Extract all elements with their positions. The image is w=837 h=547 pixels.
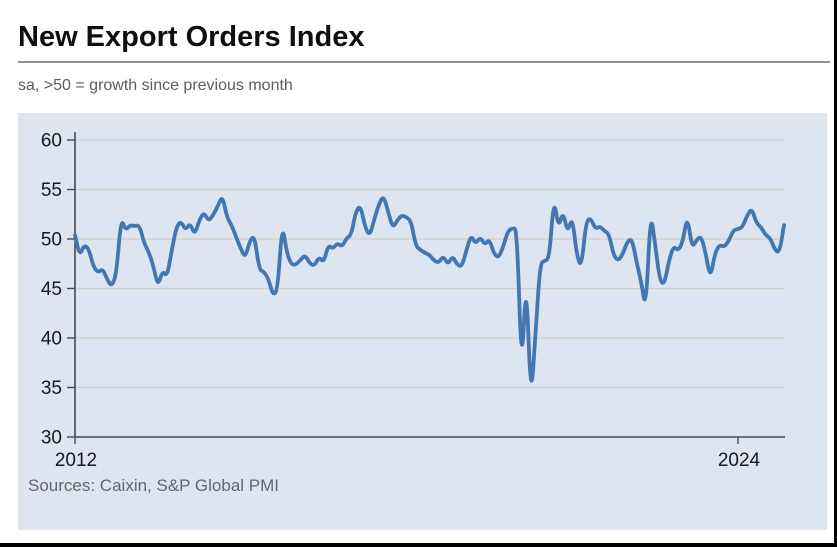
page-title: New Export Orders Index xyxy=(18,21,365,54)
right-border xyxy=(834,0,837,547)
y-tick-label-30: 30 xyxy=(41,428,62,449)
title-divider xyxy=(18,61,830,63)
x-tick-label-2024: 2024 xyxy=(718,450,761,471)
x-tick-label-2012: 2012 xyxy=(55,450,97,471)
source-note: Sources: Caixin, S&P Global PMI xyxy=(28,476,280,495)
chart-svg: 30 35 40 45 50 55 60 2012 2024 xyxy=(41,131,786,471)
y-tick-label-50: 50 xyxy=(41,230,62,251)
y-tick-label-55: 55 xyxy=(41,180,62,201)
y-tick-label-40: 40 xyxy=(41,329,62,350)
bottom-border xyxy=(0,543,837,547)
y-tick-label-60: 60 xyxy=(41,131,62,152)
new-export-orders-line xyxy=(73,196,786,383)
chart-subtitle: sa, >50 = growth since previous month xyxy=(18,77,293,94)
chart-panel: 30 35 40 45 50 55 60 2012 2024 Sources: Caixin, … xyxy=(18,113,827,530)
y-tick-label-35: 35 xyxy=(41,378,62,399)
y-tick-label-45: 45 xyxy=(41,279,62,300)
